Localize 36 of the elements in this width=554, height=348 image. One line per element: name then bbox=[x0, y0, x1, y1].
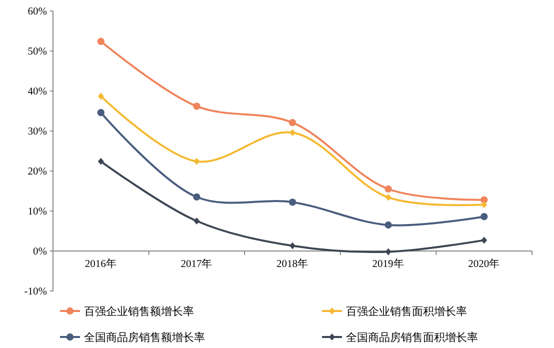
point bbox=[97, 109, 104, 116]
legend-label: 百强企业销售面积增长率 bbox=[346, 304, 467, 318]
x-tick-label: 2019年 bbox=[372, 258, 404, 270]
y-tick-label: 10% bbox=[28, 206, 48, 218]
point bbox=[97, 38, 104, 45]
point bbox=[480, 213, 488, 220]
point bbox=[384, 185, 392, 193]
x-tick-label: 2017年 bbox=[180, 258, 213, 270]
point bbox=[193, 193, 200, 201]
y-tick-label: -10% bbox=[24, 286, 48, 298]
y-tick-label: 50% bbox=[28, 46, 48, 58]
x-tick-label: 2020年 bbox=[468, 258, 500, 270]
legend-label: 百强企业销售额增长率 bbox=[84, 304, 194, 318]
point bbox=[288, 198, 296, 206]
point bbox=[290, 129, 296, 136]
point bbox=[98, 158, 104, 165]
point bbox=[193, 102, 200, 110]
point bbox=[194, 158, 200, 165]
point bbox=[481, 236, 488, 244]
x-tick-label: 2018年 bbox=[276, 258, 308, 270]
y-tick-label: 60% bbox=[28, 6, 48, 18]
point bbox=[288, 119, 296, 126]
x-tick-label: 2016年 bbox=[84, 258, 117, 270]
point bbox=[98, 92, 104, 100]
y-tick-label: 40% bbox=[28, 86, 48, 98]
y-tick-label: 20% bbox=[28, 166, 48, 178]
point bbox=[385, 248, 392, 256]
point bbox=[384, 221, 392, 229]
point bbox=[385, 194, 392, 201]
point bbox=[290, 242, 296, 250]
y-tick-label: 30% bbox=[28, 126, 48, 138]
legend-label: 全国商品房销售额增长率 bbox=[84, 330, 205, 344]
point bbox=[194, 218, 200, 224]
legend-label: 全国商品房销售面积增长率 bbox=[346, 330, 478, 344]
point bbox=[481, 201, 488, 208]
y-tick-label: 0% bbox=[33, 246, 48, 258]
